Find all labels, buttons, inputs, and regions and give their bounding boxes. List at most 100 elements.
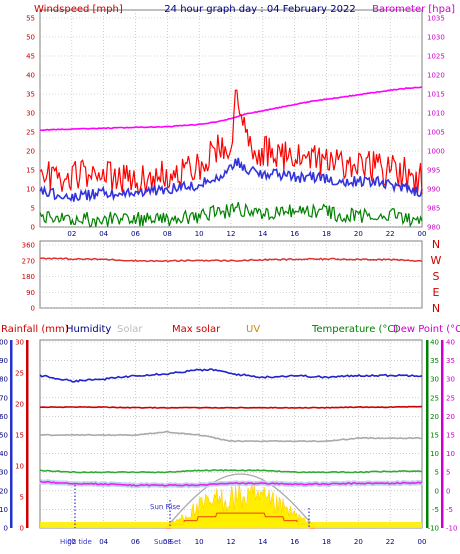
temperature-tick-label: 20 [430, 413, 439, 421]
bottom-x-tick-label: 14 [258, 538, 267, 546]
top-x-tick-label: 20 [354, 230, 363, 238]
dew-point-tick-label: 15 [446, 432, 455, 440]
bottom-x-tick-label: 18 [322, 538, 331, 546]
sun-rise-label: Sun Rise [150, 503, 180, 511]
barometer-tick-label: 1025 [427, 53, 445, 61]
windspeed-tick-label: 30 [26, 110, 35, 118]
barometer-tick-label: 1000 [427, 148, 445, 156]
temperature-tick-label: 25 [430, 394, 439, 402]
barometer-tick-label: 980 [427, 224, 440, 232]
top-panel: Windspeed [mph] 24 hour graph day : 04 F… [26, 4, 455, 238]
temperature-tick-label: -5 [432, 506, 439, 514]
rainfall-tick-label: 30 [15, 339, 24, 347]
bottom-x-ticks: 02 04 06 08 10 12 14 16 18 20 22 00 [67, 538, 426, 546]
temperature-tick-label: 5 [435, 469, 439, 477]
direction-degree-label: 360 [22, 242, 35, 250]
rainfall-tick-label: 0 [20, 525, 24, 533]
bottom-x-tick-label: 12 [227, 538, 236, 546]
windspeed-axis-label: Windspeed [mph] [34, 4, 123, 15]
barometer-tick-label: 990 [427, 186, 440, 194]
barometer-tick-label: 985 [427, 205, 440, 213]
dew-point-line [39, 480, 423, 487]
top-x-tick-label: 06 [131, 230, 140, 238]
humidity-tick-label: 80 [0, 376, 8, 384]
top-x-tick-label: 00 [418, 230, 427, 238]
barometer-tick-label: 1035 [427, 15, 445, 23]
bottom-x-tick-label: 04 [99, 538, 108, 546]
humidity-tick-label: 50 [0, 432, 8, 440]
direction-degree-label: 90 [26, 289, 35, 297]
wind-low-line [39, 201, 423, 228]
humidity-tick-label: 20 [0, 487, 8, 495]
barometer-tick-label: 1015 [427, 91, 445, 99]
windspeed-tick-label: 15 [26, 167, 35, 175]
dew-point-tick-label: 10 [446, 450, 455, 458]
barometer-tick-label: 1005 [427, 129, 445, 137]
top-x-ticks: 02 04 06 08 10 12 14 16 18 20 22 00 [67, 230, 426, 238]
barometer-tick-label: 1010 [427, 110, 445, 118]
humidity-tick-label: 30 [0, 469, 8, 477]
bottom-x-tick-label: 00 [418, 538, 427, 546]
top-x-tick-label: 16 [290, 230, 299, 238]
wind-average-line [39, 157, 423, 203]
direction-compass-label: W [431, 254, 442, 267]
humidity-line [39, 368, 423, 383]
top-x-tick-label: 10 [195, 230, 204, 238]
windspeed-line [39, 89, 423, 196]
temperature-tick-label: 40 [430, 339, 439, 347]
rainfall-axis-bar [26, 340, 29, 528]
uv-step-line [165, 512, 316, 529]
humidity-tick-label: 100 [0, 339, 8, 347]
direction-compass-label: N [432, 302, 440, 315]
dew-point-tick-label: 25 [446, 394, 455, 402]
windspeed-tick-label: 10 [26, 186, 35, 194]
direction-degree-ticks: 360 270 180 90 0 [22, 242, 35, 313]
temperature-tick-label: -10 [428, 525, 439, 533]
top-x-tick-label: 14 [258, 230, 267, 238]
direction-grid [40, 241, 422, 309]
humidity-tick-label: 90 [0, 357, 8, 365]
windspeed-tick-label: 55 [26, 15, 35, 23]
temperature-tick-label: 15 [430, 432, 439, 440]
top-grid [40, 10, 422, 228]
windspeed-tick-label: 5 [31, 205, 35, 213]
legend-dew-point: Dew Point (°C) [393, 324, 460, 335]
rainfall-tick-label: 20 [15, 401, 24, 409]
dew-point-tick-label: 40 [446, 339, 455, 347]
direction-compass-label: N [432, 238, 440, 251]
humidity-tick-label: 60 [0, 413, 8, 421]
windspeed-tick-label: 45 [26, 53, 35, 61]
wind-direction-line [39, 257, 423, 263]
temperature-ticks: 40 35 30 25 20 15 10 5 0 -5 -10 [428, 339, 439, 533]
humidity-axis-bar [10, 340, 13, 528]
dew-point-tick-label: 30 [446, 376, 455, 384]
windspeed-tick-label: 40 [26, 72, 35, 80]
barometer-tick-label: 1030 [427, 34, 445, 42]
max-solar-line [39, 405, 423, 409]
direction-degree-label: 0 [31, 305, 35, 313]
direction-degree-label: 180 [22, 273, 35, 281]
dew-point-axis-bar [441, 340, 444, 528]
bottom-x-tick-label: 08 [163, 538, 172, 546]
top-x-tick-label: 18 [322, 230, 331, 238]
dew-point-tick-label: 5 [446, 469, 450, 477]
bottom-x-tick-label: 06 [131, 538, 140, 546]
legend-max-solar: Max solar [172, 324, 221, 335]
barometer-tick-label: 1020 [427, 72, 445, 80]
bottom-panel: Rainfall (mm) Humidity Solar Max solar U… [0, 324, 460, 546]
rainfall-tick-label: 25 [15, 370, 24, 378]
dew-point-tick-label: -10 [446, 525, 457, 533]
bottom-x-tick-label: 10 [195, 538, 204, 546]
sun-set-label: Sun Set [154, 538, 181, 546]
dew-point-tick-label: 0 [446, 487, 450, 495]
top-x-tick-label: 04 [99, 230, 108, 238]
rainfall-tick-label: 5 [20, 494, 24, 502]
temperature-tick-label: 30 [430, 376, 439, 384]
windspeed-tick-label: 0 [31, 224, 35, 232]
dew-point-tick-label: 20 [446, 413, 455, 421]
legend-solar: Solar [117, 324, 143, 335]
top-x-tick-label: 02 [67, 230, 76, 238]
dew-point-tick-label: -5 [446, 506, 453, 514]
